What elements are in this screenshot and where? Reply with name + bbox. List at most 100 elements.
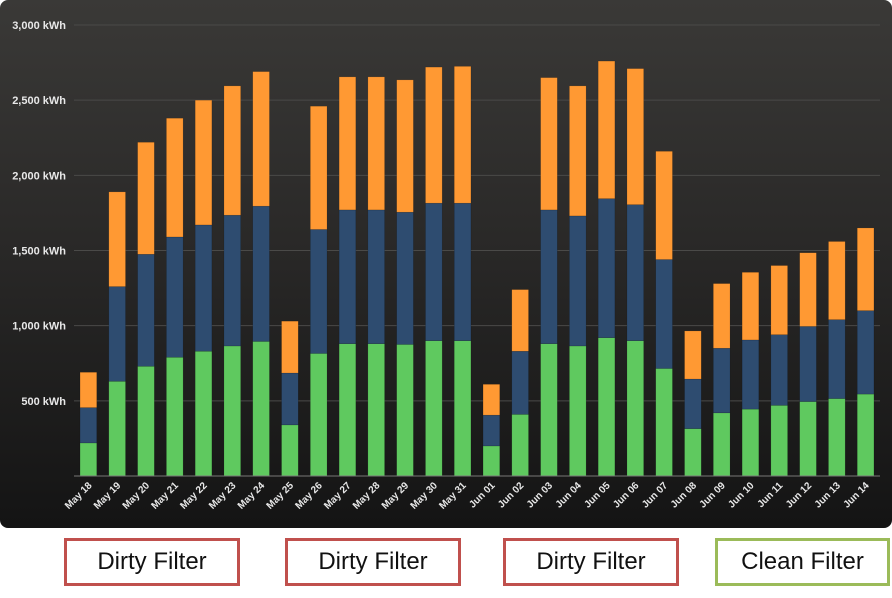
bar-segment bbox=[770, 405, 788, 477]
bar-segment bbox=[569, 85, 587, 217]
bar-segment bbox=[396, 344, 414, 477]
x-tick-label: May 22 bbox=[178, 480, 210, 512]
bar-segment bbox=[799, 326, 817, 402]
bar-segment bbox=[770, 334, 788, 406]
bar-segment bbox=[770, 265, 788, 335]
x-tick-label: May 27 bbox=[322, 480, 354, 512]
x-tick-label: Jun 01 bbox=[467, 480, 497, 510]
bar-segment bbox=[713, 412, 731, 477]
x-tick-label: May 19 bbox=[92, 480, 124, 512]
bar-segment bbox=[713, 283, 731, 349]
bar-segment bbox=[79, 442, 97, 477]
bar-segment bbox=[367, 76, 385, 211]
bar-segment bbox=[597, 337, 616, 477]
x-tick-label: Jun 03 bbox=[525, 480, 555, 510]
bar-segment bbox=[655, 151, 673, 260]
bar-segment bbox=[597, 60, 616, 199]
y-tick-label: 3,000 kWh bbox=[12, 20, 66, 32]
bar-segment bbox=[338, 76, 357, 211]
bar-segment bbox=[713, 347, 731, 414]
x-tick-label: Jun 07 bbox=[640, 480, 670, 510]
bar-segment bbox=[137, 142, 155, 255]
bar-segment bbox=[425, 202, 443, 341]
bar-segment bbox=[108, 191, 126, 287]
bar-segment bbox=[684, 330, 702, 380]
y-tick-label: 500 kWh bbox=[21, 396, 66, 408]
bar-segment bbox=[482, 445, 500, 477]
bar-segment bbox=[741, 272, 760, 341]
bar-segment bbox=[540, 343, 558, 477]
bar-segment bbox=[223, 345, 241, 477]
x-tick-label: May 26 bbox=[293, 480, 325, 512]
bar-segment bbox=[223, 85, 241, 216]
y-tick-label: 2,500 kWh bbox=[12, 95, 66, 107]
bar-segment bbox=[367, 209, 385, 344]
bar-segment bbox=[367, 343, 385, 477]
x-tick-label: Jun 06 bbox=[611, 480, 641, 510]
bar-segment bbox=[511, 414, 529, 477]
x-tick-label: May 24 bbox=[236, 480, 268, 512]
x-tick-label: Jun 02 bbox=[496, 480, 526, 510]
bar-segment bbox=[425, 340, 443, 477]
bar-segment bbox=[569, 345, 587, 477]
bar-segment bbox=[194, 99, 213, 226]
bar-segment bbox=[454, 202, 472, 341]
bar-segment bbox=[281, 424, 299, 477]
x-tick-label: May 30 bbox=[409, 480, 441, 512]
bar-segment bbox=[252, 205, 270, 342]
bar-segment bbox=[108, 381, 126, 477]
bar-segment bbox=[828, 241, 846, 320]
bar-segment bbox=[828, 398, 846, 477]
bar-segment bbox=[425, 66, 443, 204]
y-tick-label: 1,000 kWh bbox=[12, 321, 66, 333]
annotation-dirty-filter-3: Dirty Filter bbox=[503, 538, 679, 586]
x-tick-label: May 25 bbox=[265, 480, 297, 512]
bar-segment bbox=[194, 350, 213, 477]
bar-segment bbox=[454, 340, 472, 477]
x-tick-label: May 21 bbox=[150, 480, 182, 512]
annotation-clean-filter: Clean Filter bbox=[715, 538, 890, 586]
bar-segment bbox=[338, 343, 357, 477]
annotation-dirty-filter-1: Dirty Filter bbox=[64, 538, 240, 586]
bar-segment bbox=[310, 353, 328, 477]
bar-segment bbox=[655, 259, 673, 369]
bar-segment bbox=[684, 378, 702, 429]
bar-segment bbox=[482, 414, 500, 447]
bar-segment bbox=[799, 252, 817, 327]
bar-segment bbox=[684, 428, 702, 477]
bar-segment bbox=[857, 393, 875, 477]
bar-segment bbox=[223, 214, 241, 347]
bar-segment bbox=[281, 320, 299, 374]
bar-segment bbox=[252, 341, 270, 477]
bar-segment bbox=[626, 204, 644, 341]
bar-segment bbox=[454, 66, 472, 204]
x-tick-label: May 28 bbox=[351, 480, 383, 512]
bar-segment bbox=[281, 372, 299, 426]
bar-segment bbox=[166, 117, 184, 238]
bar-segment bbox=[511, 350, 529, 415]
bar-segment bbox=[540, 209, 558, 344]
x-tick-label: Jun 13 bbox=[813, 480, 843, 510]
x-tick-label: Jun 12 bbox=[784, 480, 814, 510]
y-tick-label: 1,500 kWh bbox=[12, 246, 66, 258]
x-tick-label: Jun 10 bbox=[726, 480, 756, 510]
bar-segment bbox=[626, 340, 644, 477]
bar-segment bbox=[137, 254, 155, 367]
bar-segment bbox=[396, 79, 414, 213]
chart-panel: 500 kWh 1,000 kWh 1,500 kWh 2,000 kWh 2,500 … bbox=[0, 0, 892, 528]
bar-segment bbox=[857, 310, 875, 395]
bar-segment bbox=[741, 339, 760, 410]
bar-segment bbox=[108, 286, 126, 382]
x-tick-label: Jun 04 bbox=[554, 480, 584, 510]
x-tick-label: May 31 bbox=[437, 480, 469, 512]
bar-segment bbox=[137, 366, 155, 477]
x-tick-label: May 29 bbox=[380, 480, 412, 512]
stacked-bar-chart: 500 kWh 1,000 kWh 1,500 kWh 2,000 kWh 2,500 … bbox=[12, 20, 880, 512]
bar-segment bbox=[597, 198, 616, 338]
bar-segment bbox=[626, 68, 644, 205]
y-tick-label: 2,000 kWh bbox=[12, 170, 66, 182]
x-tick-label: Jun 11 bbox=[756, 480, 786, 510]
bar-segment bbox=[569, 215, 587, 347]
bar-segment bbox=[310, 105, 328, 230]
bar-segment bbox=[79, 372, 97, 408]
